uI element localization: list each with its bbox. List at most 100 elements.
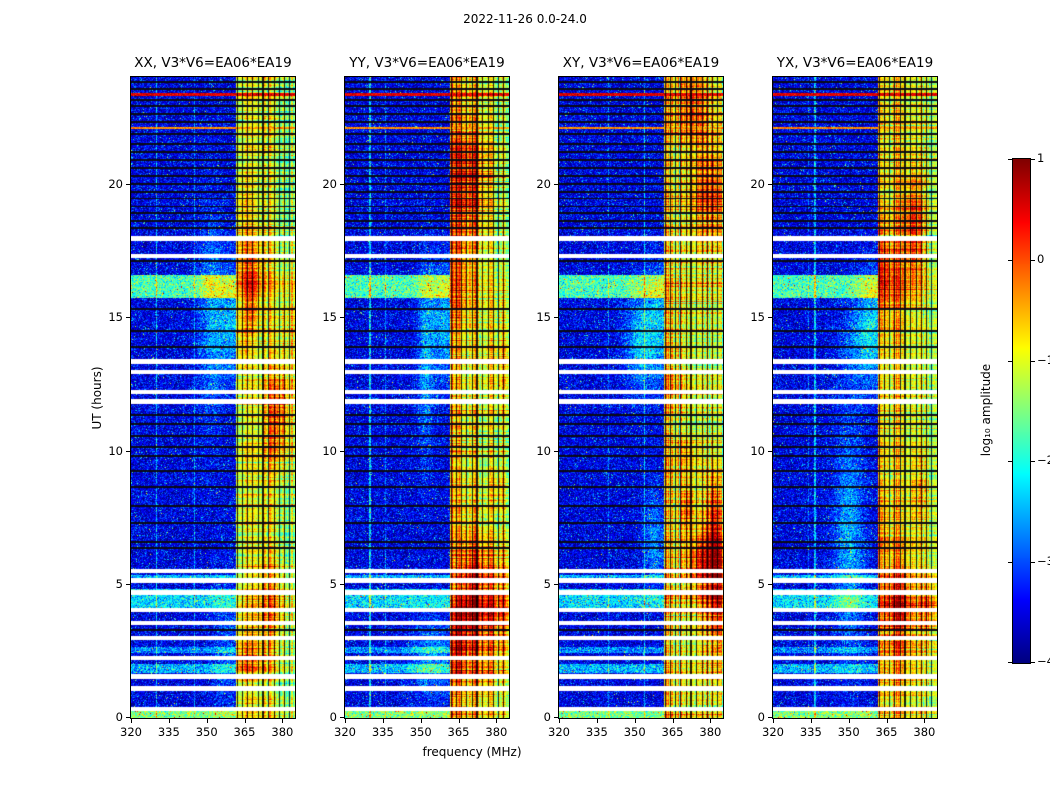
x-tick-mark <box>635 719 636 723</box>
x-tick-label: 365 <box>233 725 256 739</box>
panel-title-xx: XX, V3*V6=EA06*EA19 <box>134 55 292 71</box>
x-tick-label: 335 <box>157 725 180 739</box>
y-tick-label: 5 <box>757 577 765 592</box>
panel-xx: XX, V3*V6=EA06*EA19 320 335 350 365 380 0 5 10 1… <box>108 55 296 739</box>
x-tick-label: 320 <box>334 725 356 739</box>
x-axis-label: frequency (MHz) <box>422 745 522 759</box>
x-tick-mark <box>131 719 132 723</box>
y-tick-mark <box>340 451 344 452</box>
x-tick-label: 320 <box>762 725 784 739</box>
panel-title-yx: YX, V3*V6=EA06*EA19 <box>776 55 934 71</box>
colorbar-tick-mark <box>1031 260 1035 261</box>
y-tick-mark <box>768 717 772 718</box>
y-tick-label: 20 <box>750 176 765 191</box>
x-tick-label: 320 <box>548 725 570 739</box>
y-tick-label: 10 <box>322 443 337 458</box>
panel-title-xy: XY, V3*V6=EA06*EA19 <box>562 55 720 71</box>
y-tick-mark <box>340 317 344 318</box>
x-tick-mark <box>559 719 560 723</box>
colorbar-tick-mark <box>1008 361 1012 362</box>
colorbar: 1 0 −1 −2 −3 −4 <box>1008 151 1050 668</box>
x-tick-mark <box>849 719 850 723</box>
x-tick-mark <box>710 719 711 723</box>
y-tick-label: 20 <box>536 176 551 191</box>
x-tick-label: 335 <box>799 725 822 739</box>
x-tick-label: 350 <box>409 725 432 739</box>
y-tick-mark <box>768 317 772 318</box>
colorbar-tick-label: −1 <box>1037 352 1050 367</box>
x-tick-mark <box>245 719 246 723</box>
x-tick-mark <box>207 719 208 723</box>
y-tick-label: 0 <box>543 710 551 724</box>
x-tick-mark <box>496 719 497 723</box>
colorbar-tick-mark <box>1031 461 1035 462</box>
x-tick-label: 365 <box>661 725 684 739</box>
colorbar-tick-mark <box>1031 662 1035 663</box>
x-tick-mark <box>345 719 346 723</box>
x-tick-mark <box>459 719 460 723</box>
colorbar-tick-mark <box>1031 361 1035 362</box>
x-tick-mark <box>169 719 170 723</box>
x-tick-label: 380 <box>913 725 936 739</box>
spectrogram-canvas-xy <box>559 77 723 718</box>
y-tick-label: 0 <box>115 710 123 724</box>
spectrogram-canvas-yx <box>773 77 937 718</box>
y-tick-mark <box>126 717 130 718</box>
y-tick-label: 0 <box>329 710 337 724</box>
x-tick-label: 380 <box>485 725 508 739</box>
y-tick-mark <box>126 451 130 452</box>
y-tick-label: 10 <box>750 443 765 458</box>
y-tick-label: 5 <box>329 577 337 592</box>
colorbar-tick-label: 0 <box>1037 251 1045 266</box>
y-tick-label: 5 <box>115 577 123 592</box>
x-tick-mark <box>421 719 422 723</box>
y-tick-mark <box>126 317 130 318</box>
x-tick-label: 350 <box>195 725 218 739</box>
y-tick-mark <box>554 184 558 185</box>
y-tick-mark <box>554 584 558 585</box>
panel-xy: XY, V3*V6=EA06*EA19 320 335 350 365 380 0 5 10 1… <box>536 55 724 739</box>
colorbar-tick-label: −4 <box>1037 654 1050 668</box>
colorbar-tick-mark <box>1008 562 1012 563</box>
x-tick-mark <box>773 719 774 723</box>
colorbar-tick-mark <box>1008 662 1012 663</box>
colorbar-tick-mark <box>1008 159 1012 160</box>
y-tick-mark <box>554 717 558 718</box>
colorbar-tick-label: −3 <box>1037 554 1050 569</box>
y-tick-label: 15 <box>322 310 337 325</box>
y-tick-mark <box>340 184 344 185</box>
y-tick-label: 10 <box>108 443 123 458</box>
spectrogram-canvas-yy <box>345 77 509 718</box>
y-tick-mark <box>768 184 772 185</box>
y-tick-mark <box>126 584 130 585</box>
y-tick-label: 0 <box>757 710 765 724</box>
x-tick-label: 380 <box>271 725 294 739</box>
y-tick-mark <box>768 451 772 452</box>
colorbar-tick-mark <box>1031 159 1035 160</box>
x-tick-mark <box>673 719 674 723</box>
y-tick-mark <box>554 451 558 452</box>
y-tick-mark <box>554 317 558 318</box>
panel-yx: YX, V3*V6=EA06*EA19 320 335 350 365 380 0 5 10 1… <box>750 55 938 739</box>
colorbar-label: log₁₀ amplitude <box>979 363 993 457</box>
x-tick-mark <box>887 719 888 723</box>
x-tick-label: 335 <box>585 725 608 739</box>
colorbar-tick-mark <box>1008 461 1012 462</box>
colorbar-canvas <box>1013 159 1030 663</box>
y-tick-label: 15 <box>108 310 123 325</box>
x-tick-label: 380 <box>699 725 722 739</box>
y-tick-mark <box>768 584 772 585</box>
colorbar-tick-label: 1 <box>1037 151 1045 165</box>
colorbar-tick-mark <box>1031 562 1035 563</box>
panel-title-yy: YY, V3*V6=EA06*EA19 <box>349 55 505 71</box>
y-tick-label: 20 <box>108 176 123 191</box>
x-tick-mark <box>811 719 812 723</box>
spectrogram-canvas-xx <box>131 77 295 718</box>
y-tick-label: 5 <box>543 577 551 592</box>
figure-title: 2022-11-26 0.0-24.0 <box>463 12 587 26</box>
colorbar-tick-mark <box>1008 260 1012 261</box>
x-tick-mark <box>282 719 283 723</box>
x-tick-label: 320 <box>120 725 142 739</box>
y-tick-mark <box>340 717 344 718</box>
